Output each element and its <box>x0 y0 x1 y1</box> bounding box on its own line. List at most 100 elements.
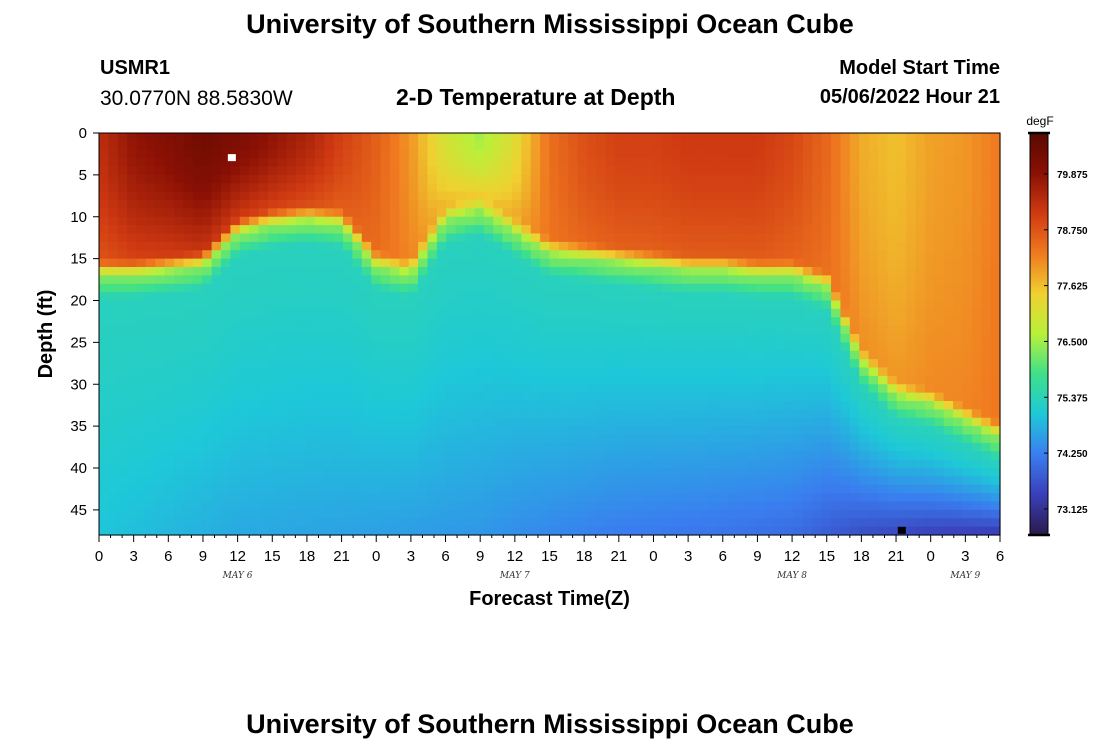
heatmap-cell <box>821 149 832 159</box>
heatmap-cell <box>211 191 222 201</box>
heatmap-cell <box>568 174 579 184</box>
heatmap-cell <box>343 300 354 310</box>
heatmap-cell <box>436 174 447 184</box>
heatmap-cell <box>746 141 757 151</box>
heatmap-cell <box>324 308 335 318</box>
heatmap-cell <box>709 275 720 285</box>
heatmap-cell <box>99 308 109 318</box>
heatmap-cell <box>183 350 194 360</box>
heatmap-cell <box>887 401 898 410</box>
heatmap-cell <box>361 258 372 268</box>
heatmap-cell <box>887 133 898 142</box>
heatmap-cell <box>267 149 278 159</box>
heatmap-cell <box>408 359 419 369</box>
heatmap-cell <box>887 141 898 151</box>
heatmap-cell <box>230 342 241 352</box>
heatmap-cell <box>962 292 973 302</box>
heatmap-cell <box>361 342 372 352</box>
heatmap-cell <box>277 451 288 461</box>
heatmap-cell <box>615 308 626 318</box>
heatmap-cell <box>352 417 363 427</box>
heatmap-cell <box>812 367 823 377</box>
heatmap-cell <box>680 476 691 486</box>
heatmap-cell <box>314 300 325 310</box>
heatmap-cell <box>774 233 785 243</box>
heatmap-cell <box>915 141 926 151</box>
heatmap-cell <box>399 275 410 285</box>
heatmap-cell <box>502 317 513 327</box>
heatmap-cell <box>249 526 260 536</box>
heatmap-cell <box>971 359 982 369</box>
heatmap-cell <box>924 434 935 444</box>
heatmap-cell <box>849 493 860 503</box>
heatmap-cell <box>718 451 729 461</box>
heatmap-cell <box>690 484 701 494</box>
heatmap-cell <box>418 300 429 310</box>
heatmap-cell <box>990 367 1001 377</box>
heatmap-cell <box>943 526 954 536</box>
heatmap-cell <box>831 225 842 235</box>
heatmap-cell <box>859 392 870 402</box>
heatmap-cell <box>136 484 147 494</box>
heatmap-cell <box>155 267 166 276</box>
heatmap-cell <box>755 308 766 318</box>
heatmap-cell <box>521 518 532 528</box>
heatmap-cell <box>746 367 757 377</box>
heatmap-cell <box>953 459 964 469</box>
heatmap-cell <box>136 434 147 444</box>
heatmap-cell <box>840 484 851 494</box>
heatmap-cell <box>605 342 616 352</box>
heatmap-cell <box>784 191 795 201</box>
heatmap-cell <box>465 426 476 436</box>
heatmap-cell <box>755 501 766 511</box>
heatmap-cell <box>108 409 119 419</box>
heatmap-cell <box>709 526 720 536</box>
heatmap-cell <box>605 158 616 168</box>
heatmap-cell <box>981 434 992 444</box>
heatmap-cell <box>145 484 156 494</box>
heatmap-cell <box>230 359 241 369</box>
heatmap-cell <box>680 183 691 193</box>
heatmap-cell <box>962 384 973 394</box>
heatmap-cell <box>127 283 138 293</box>
heatmap-cell <box>709 149 720 159</box>
heatmap-cell <box>418 451 429 461</box>
heatmap-cell <box>953 317 964 327</box>
heatmap-cell <box>718 392 729 402</box>
heatmap-cell <box>127 493 138 503</box>
heatmap-cell <box>558 401 569 410</box>
heatmap-cell <box>502 484 513 494</box>
heatmap-cell <box>605 392 616 402</box>
heatmap-cell <box>765 342 776 352</box>
heatmap-cell <box>765 350 776 360</box>
heatmap-cell <box>896 267 907 276</box>
heatmap-cell <box>502 133 513 142</box>
heatmap-cell <box>924 250 935 260</box>
heatmap-cell <box>530 484 541 494</box>
heatmap-cell <box>324 133 335 142</box>
heatmap-cell <box>446 166 457 176</box>
heatmap-cell <box>765 141 776 151</box>
heatmap-cell <box>324 275 335 285</box>
heatmap-cell <box>990 501 1001 511</box>
heatmap-cell <box>380 283 391 293</box>
heatmap-cell <box>662 501 673 511</box>
heatmap-cell <box>577 392 588 402</box>
heatmap-cell <box>183 317 194 327</box>
heatmap-cell <box>436 141 447 151</box>
heatmap-cell <box>934 442 945 452</box>
heatmap-cell <box>314 241 325 251</box>
heatmap-cell <box>924 518 935 528</box>
heatmap-cell <box>145 401 156 410</box>
heatmap-cell <box>474 451 485 461</box>
heatmap-cell <box>737 484 748 494</box>
heatmap-cell <box>343 241 354 251</box>
heatmap-cell <box>868 233 879 243</box>
heatmap-cell <box>108 359 119 369</box>
heatmap-cell <box>239 267 250 276</box>
heatmap-cell <box>530 133 541 142</box>
heatmap-cell <box>831 442 842 452</box>
heatmap-cell <box>662 267 673 276</box>
heatmap-cell <box>361 442 372 452</box>
